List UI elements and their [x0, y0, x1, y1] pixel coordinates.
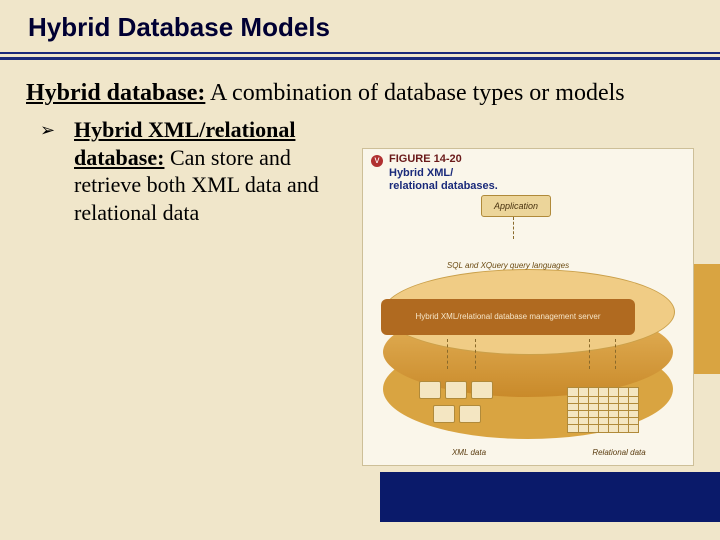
figure-xml-label: XML data [409, 448, 529, 457]
figure-number: FIGURE 14-20 [389, 153, 462, 165]
xml-doc-icon [433, 405, 455, 423]
figure-dash [615, 339, 616, 369]
xml-doc-icon [445, 381, 467, 399]
lead-line: Hybrid database: A combination of databa… [26, 78, 696, 108]
figure-caption-1: Hybrid XML/ [389, 167, 453, 179]
figure-dash [475, 339, 476, 369]
xml-doc-icon [419, 381, 441, 399]
lead-term: Hybrid database: [26, 80, 205, 106]
figure-caption-2: relational databases. [389, 180, 498, 192]
bullet-text: Hybrid XML/relational database: Can stor… [74, 116, 354, 226]
xml-doc-icon [459, 405, 481, 423]
bullet-marker: ➢ [26, 116, 74, 226]
footer-bluebar [380, 472, 720, 522]
lead-rest: A combination of database types or model… [205, 80, 624, 106]
figure-band: Hybrid XML/relational database managemen… [381, 299, 635, 335]
figure-dash [589, 339, 590, 369]
title-rule-inner [0, 54, 720, 57]
figure-badge-icon: v [371, 155, 383, 167]
figure-app-box: Application [481, 195, 551, 217]
figure-panel: v FIGURE 14-20 Hybrid XML/ relational da… [362, 148, 694, 466]
figure-top-text: SQL and XQuery query languages [363, 261, 653, 270]
xml-doc-icon [471, 381, 493, 399]
relational-table-icon [567, 387, 639, 433]
figure-dash [447, 339, 448, 369]
figure-rel-label: Relational data [559, 448, 679, 457]
slide-title: Hybrid Database Models [28, 12, 330, 43]
